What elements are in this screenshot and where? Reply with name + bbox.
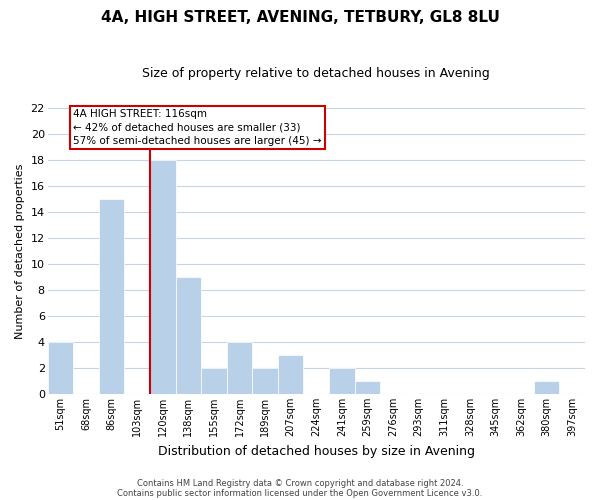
Title: Size of property relative to detached houses in Avening: Size of property relative to detached ho… [142,68,490,80]
Text: Contains HM Land Registry data © Crown copyright and database right 2024.: Contains HM Land Registry data © Crown c… [137,478,463,488]
Bar [176,277,201,394]
Text: Contains public sector information licensed under the Open Government Licence v3: Contains public sector information licen… [118,488,482,498]
Bar [329,368,355,394]
Y-axis label: Number of detached properties: Number of detached properties [15,164,25,338]
Bar [150,160,176,394]
Text: 4A HIGH STREET: 116sqm
← 42% of detached houses are smaller (33)
57% of semi-det: 4A HIGH STREET: 116sqm ← 42% of detached… [73,110,322,146]
X-axis label: Distribution of detached houses by size in Avening: Distribution of detached houses by size … [158,444,475,458]
Bar [227,342,253,394]
Bar [355,381,380,394]
Bar [201,368,227,394]
Bar [99,199,124,394]
Text: 4A, HIGH STREET, AVENING, TETBURY, GL8 8LU: 4A, HIGH STREET, AVENING, TETBURY, GL8 8… [101,10,499,25]
Bar [278,355,304,394]
Bar [47,342,73,394]
Bar [253,368,278,394]
Bar [534,381,559,394]
